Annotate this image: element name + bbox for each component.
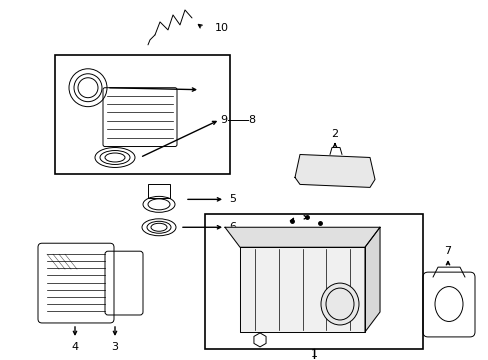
Polygon shape — [294, 154, 374, 188]
Text: 6: 6 — [229, 222, 236, 232]
Text: 8: 8 — [248, 114, 255, 125]
Text: 7: 7 — [444, 246, 450, 256]
Bar — [148, 184, 170, 198]
Text: 9: 9 — [220, 114, 227, 125]
Text: 2: 2 — [331, 129, 338, 139]
Polygon shape — [240, 247, 364, 332]
Text: 10: 10 — [215, 23, 228, 33]
Polygon shape — [364, 227, 379, 332]
Bar — [204, 214, 422, 349]
Ellipse shape — [320, 283, 358, 325]
Text: 1: 1 — [310, 349, 317, 359]
Bar — [55, 55, 229, 175]
Text: 5: 5 — [229, 194, 236, 204]
Text: 3: 3 — [111, 342, 118, 352]
Polygon shape — [224, 227, 379, 247]
Text: 4: 4 — [71, 342, 79, 352]
